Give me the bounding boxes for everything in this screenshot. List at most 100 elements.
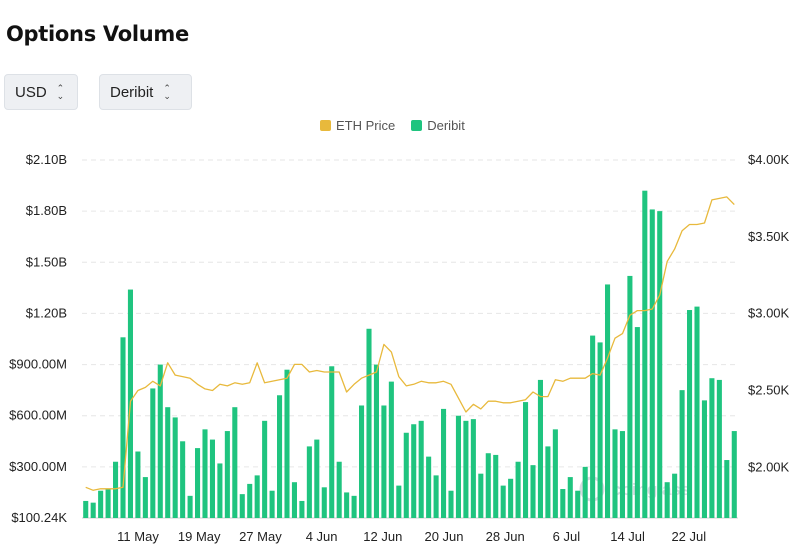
legend-swatch-price	[320, 120, 331, 131]
bar-deribit	[209, 439, 215, 518]
bar-deribit	[202, 429, 208, 518]
legend-label-eth-price: ETH Price	[336, 118, 396, 133]
legend-item-eth-price[interactable]: ETH Price	[320, 118, 395, 133]
bar-deribit	[351, 495, 357, 518]
bar-deribit	[441, 408, 447, 518]
y-left-tick-label: $1.50B	[26, 254, 67, 269]
bar-deribit	[403, 432, 409, 518]
bar-deribit	[664, 482, 670, 518]
bar-deribit	[672, 473, 678, 518]
bar-deribit	[448, 490, 454, 518]
bar-deribit	[724, 460, 730, 518]
bar-deribit	[567, 477, 573, 518]
bar-deribit	[329, 366, 335, 518]
bar-deribit	[157, 364, 163, 518]
bar-deribit	[277, 395, 283, 518]
y-left-tick-label: $2.10B	[26, 152, 67, 167]
y-left-tick-label: $600.00M	[9, 408, 67, 423]
bar-deribit	[120, 337, 126, 518]
bar-deribit	[731, 431, 737, 518]
bar-deribit	[716, 379, 722, 518]
bar-deribit	[508, 478, 514, 518]
bar-deribit	[224, 431, 230, 518]
bar-deribit	[366, 328, 372, 518]
y-right-tick-label: $4.00K	[748, 152, 790, 167]
bar-deribit	[232, 407, 238, 518]
bar-deribit	[485, 453, 491, 518]
exchange-select-value: Deribit	[110, 83, 154, 101]
bar-deribit	[649, 209, 655, 518]
bar-deribit	[83, 500, 89, 518]
bar-deribit	[113, 461, 119, 518]
bar-deribit	[299, 500, 305, 518]
y-left-tick-label: $1.80B	[26, 203, 67, 218]
bar-deribit	[381, 405, 387, 518]
bar-deribit	[679, 390, 685, 518]
bar-deribit	[321, 487, 327, 518]
bar-deribit	[605, 284, 611, 518]
x-tick-label: 6 Jul	[553, 529, 581, 544]
bar-deribit	[612, 429, 618, 518]
bar-deribit	[165, 407, 171, 518]
bar-deribit	[90, 502, 96, 518]
bar-deribit	[180, 441, 186, 518]
bar-deribit	[336, 461, 342, 518]
exchange-select[interactable]: Deribit ⌃ ⌄	[99, 74, 192, 110]
bar-deribit	[694, 306, 700, 518]
bar-deribit	[254, 475, 260, 518]
bar-deribit	[187, 495, 193, 518]
y-left-tick-label: $100.24K	[11, 510, 67, 525]
bar-deribit	[537, 379, 543, 518]
bar-deribit	[478, 473, 484, 518]
legend-swatch-volume	[411, 120, 423, 131]
bar-deribit	[515, 461, 521, 518]
bar-deribit	[314, 439, 320, 518]
bar-deribit	[373, 364, 379, 518]
bar-deribit	[590, 335, 596, 518]
bar-deribit	[657, 211, 663, 518]
currency-select[interactable]: USD ⌃ ⌄	[4, 74, 78, 110]
chart-legend: ETH Price Deribit	[320, 118, 465, 133]
x-tick-label: 19 May	[178, 529, 221, 544]
bar-deribit	[709, 378, 715, 518]
bar-deribit	[262, 420, 268, 518]
y-right-tick-label: $2.50K	[748, 382, 790, 397]
options-volume-chart: $100.24K $300.00M $600.00M $900.00M $1.20B $1…	[9, 152, 790, 544]
bar-deribit	[344, 492, 350, 518]
bar-deribit	[545, 446, 551, 518]
bar-deribit	[418, 420, 424, 518]
bar-deribit	[269, 490, 275, 518]
x-tick-label: 20 Jun	[424, 529, 463, 544]
bar-deribit	[142, 477, 148, 518]
bar-deribit	[500, 485, 506, 518]
x-tick-label: 11 May	[117, 529, 159, 544]
bar-deribit	[627, 275, 633, 518]
currency-select-value: USD	[15, 83, 47, 101]
x-tick-label: 22 Jul	[671, 529, 706, 544]
y-right-tick-label: $3.00K	[748, 306, 790, 321]
bar-deribit	[642, 190, 648, 518]
y-left-tick-label: $300.00M	[9, 459, 67, 474]
y-left-tick-label: $900.00M	[9, 357, 67, 372]
line-eth-price	[85, 196, 735, 491]
y-right-tick-label: $3.50K	[748, 229, 790, 244]
bar-deribit	[396, 485, 402, 518]
bar-deribit	[619, 431, 625, 518]
bar-deribit	[597, 342, 603, 518]
x-tick-label: 14 Jul	[610, 529, 645, 544]
x-tick-label: 12 Jun	[363, 529, 402, 544]
bar-deribit	[634, 327, 640, 518]
bar-deribit	[291, 482, 297, 518]
legend-label-deribit: Deribit	[427, 118, 465, 133]
bar-deribit	[455, 415, 461, 518]
chevron-updown-icon: ⌃ ⌄	[163, 83, 171, 101]
y-right-tick-label: $2.00K	[748, 459, 790, 474]
legend-item-deribit[interactable]: Deribit	[411, 118, 465, 133]
x-tick-label: 28 Jun	[486, 529, 525, 544]
bar-deribit	[575, 490, 581, 518]
bar-deribit	[284, 369, 290, 518]
bar-deribit	[306, 446, 312, 518]
bar-deribit	[359, 405, 365, 518]
bar-deribit	[560, 489, 566, 518]
bar-deribit	[247, 483, 253, 518]
